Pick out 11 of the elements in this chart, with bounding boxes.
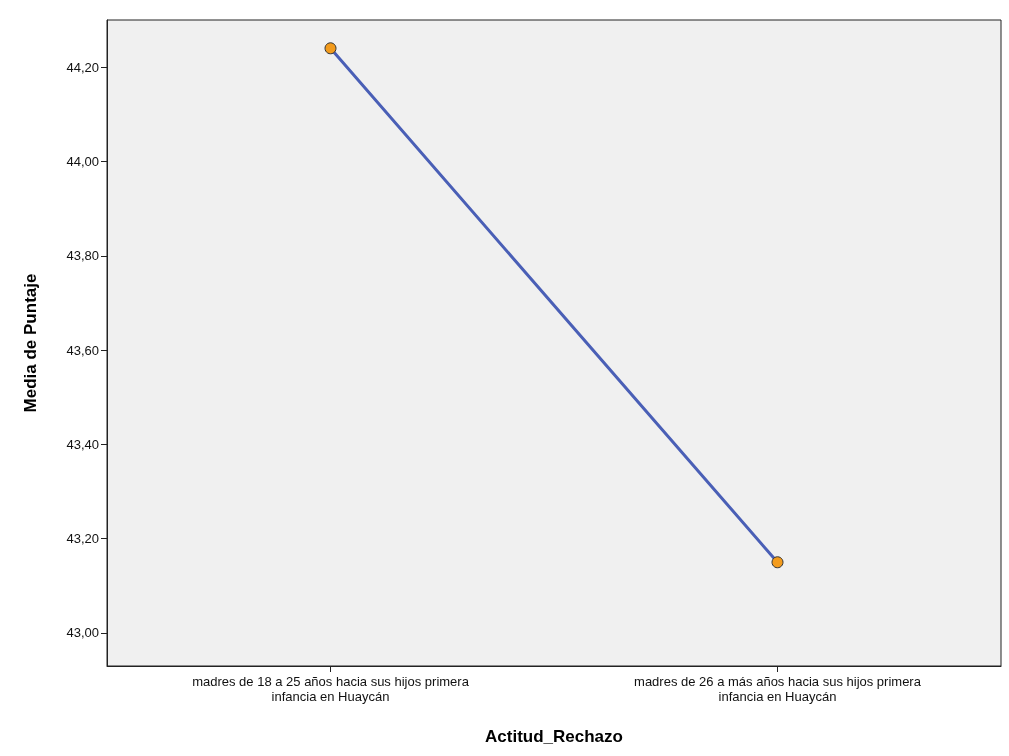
y-tick-label: 43,40 — [66, 436, 99, 452]
y-tick-label: 43,20 — [66, 531, 99, 547]
y-axis-title: Media de Puntaje — [21, 273, 40, 413]
x-axis-title: Actitud_Rechazo — [485, 727, 623, 746]
y-tick-label: 44,00 — [66, 153, 99, 169]
x-tick-label: madres de 26 a más años hacia sus hijos primera infancia en Huaycán — [634, 674, 922, 704]
y-tick-label: 43,80 — [66, 248, 99, 264]
x-tick-label: madres de 18 a 25 años hacia sus hijos primera infancia en Huaycán — [192, 674, 470, 704]
y-tick-label: 44,20 — [66, 59, 99, 75]
y-tick-label: 43,60 — [66, 342, 99, 358]
y-tick-label: 43,00 — [66, 625, 99, 641]
